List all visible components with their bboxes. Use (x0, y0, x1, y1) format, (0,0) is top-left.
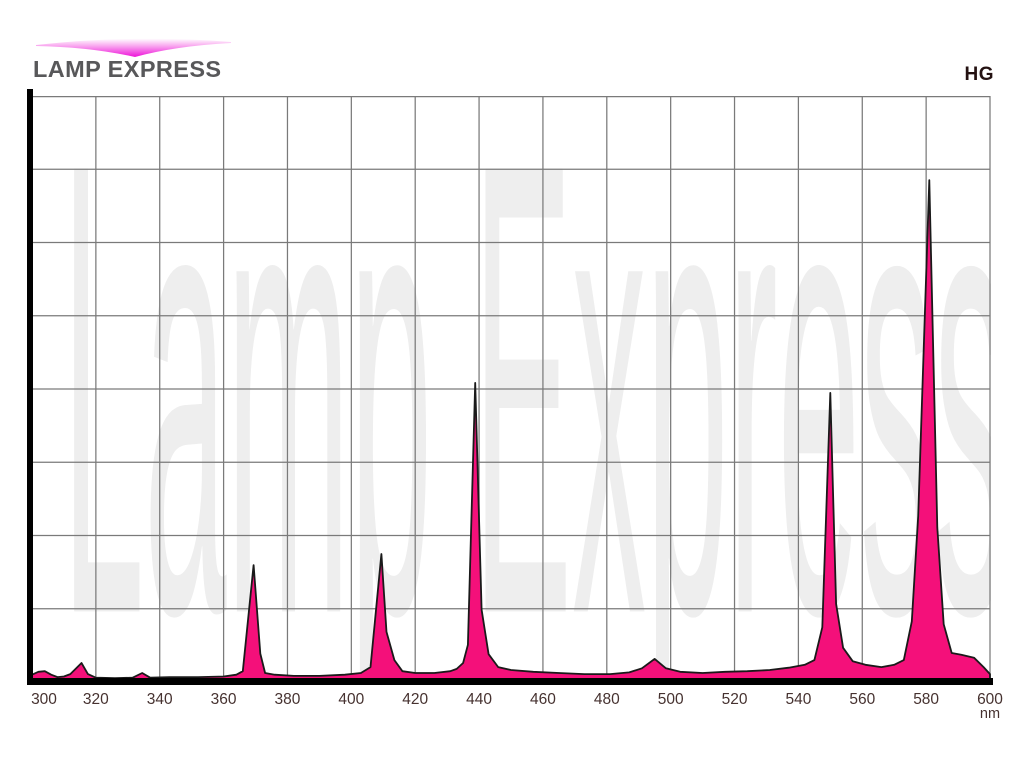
spectrum-plot-svg (32, 96, 991, 682)
x-tick-label: 440 (466, 691, 492, 708)
y-axis-line (27, 89, 33, 685)
x-axis-tick-labels: 300 320 340 360 380 400 420 440 460 480 500 520 540 5… (0, 691, 1024, 737)
spectrum-chart: Lamp Express (32, 96, 991, 682)
x-axis-line (27, 678, 993, 685)
grid-lines (32, 96, 991, 682)
x-axis-unit-label: nm (979, 706, 1001, 722)
x-tick-label: 560 (849, 691, 876, 708)
x-tick-label: 420 (402, 691, 429, 708)
x-tick-label: 340 (146, 691, 173, 708)
lamp-type-label: HG (964, 64, 994, 85)
x-tick-label: 460 (529, 691, 556, 708)
spectrum-area (32, 179, 991, 681)
brand-name: LAMP EXPRESS (33, 56, 222, 82)
x-tick-label: 380 (274, 691, 301, 708)
x-tick-label: 320 (82, 691, 109, 708)
x-tick-label: 520 (721, 691, 748, 708)
x-tick-label: 400 (338, 691, 365, 708)
x-tick-label: 540 (785, 691, 812, 708)
x-tick-label: 300 (31, 691, 57, 708)
x-tick-label: 580 (913, 691, 940, 708)
x-tick-label: 500 (657, 691, 684, 708)
x-tick-label: 360 (210, 691, 237, 708)
brand-swoosh-icon (36, 38, 231, 57)
x-tick-label: 600 nm (977, 691, 1003, 722)
x-tick-label: 480 (593, 691, 620, 708)
